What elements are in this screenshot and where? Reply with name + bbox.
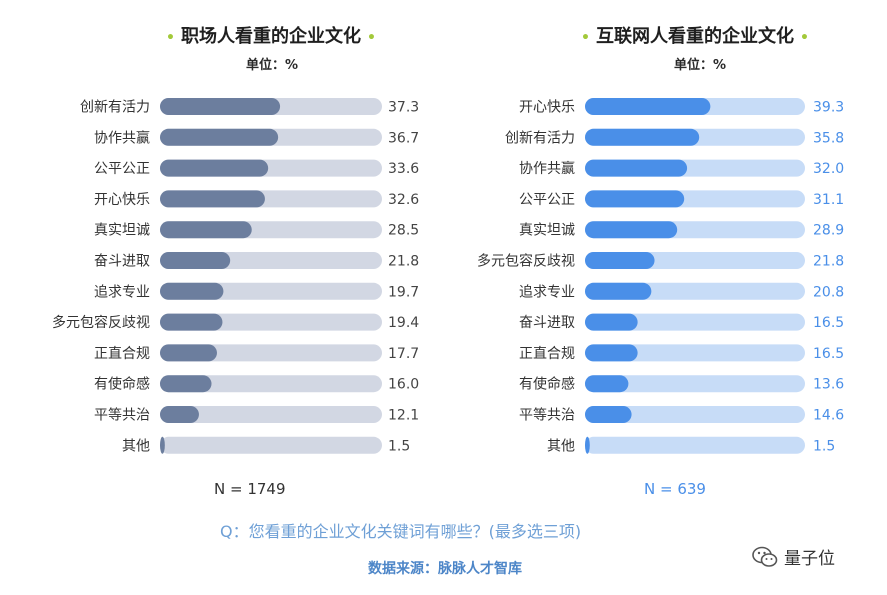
category-label: 开心快乐 <box>519 100 575 116</box>
bar-track <box>585 436 805 454</box>
value-label: 39.3 <box>813 100 844 116</box>
bar-track <box>160 375 382 393</box>
bar <box>160 128 279 146</box>
value-label: 37.3 <box>388 100 419 116</box>
value-label: 32.0 <box>813 161 844 177</box>
bar <box>585 375 629 393</box>
category-label: 其他 <box>547 438 575 454</box>
value-label: 1.5 <box>388 438 410 454</box>
left-bar-chart: 创新有活力 37.3 协作共赢 36.7 公平公正 33.6 开心快乐 32.6 真实坦诚 28.… <box>52 98 419 454</box>
brand-name: 量子位 <box>784 549 835 569</box>
bar <box>160 159 269 177</box>
title-dot-icon: • <box>166 30 175 46</box>
category-label: 有使命感 <box>519 376 575 393</box>
value-label: 36.7 <box>388 130 419 146</box>
bar <box>585 128 700 146</box>
bar <box>585 436 590 454</box>
value-label: 32.6 <box>388 192 419 208</box>
bar <box>160 252 231 269</box>
value-label: 19.7 <box>388 284 419 300</box>
category-label: 多元包容反歧视 <box>52 314 150 331</box>
category-label: 奋斗进取 <box>519 315 575 331</box>
bar <box>585 313 638 331</box>
value-label: 17.7 <box>388 346 419 362</box>
category-label: 平等共治 <box>94 407 150 424</box>
bar <box>160 375 212 393</box>
bar <box>585 344 638 362</box>
category-label: 正直合规 <box>519 345 575 362</box>
value-label: 14.6 <box>813 408 844 424</box>
category-label: 追求专业 <box>94 284 150 300</box>
category-label: 追求专业 <box>519 284 575 300</box>
value-label: 28.5 <box>388 223 419 239</box>
value-label: 1.5 <box>813 438 835 454</box>
bar-track <box>160 436 382 454</box>
value-label: 21.8 <box>388 254 419 270</box>
value-label: 16.5 <box>813 315 844 331</box>
category-label: 奋斗进取 <box>94 254 150 270</box>
category-label: 公平公正 <box>94 161 150 177</box>
value-label: 19.4 <box>388 315 419 331</box>
bar <box>585 190 685 208</box>
bar-track <box>585 406 805 423</box>
left-sample-size: N = 1749 <box>214 480 286 498</box>
category-label: 有使命感 <box>94 376 150 393</box>
category-label: 公平公正 <box>519 192 575 208</box>
bar <box>160 344 217 362</box>
data-source: 数据来源：脉脉人才智库 <box>368 561 522 577</box>
value-label: 12.1 <box>388 408 419 424</box>
bar <box>585 98 711 115</box>
value-label: 31.1 <box>813 192 844 208</box>
category-label: 真实坦诚 <box>519 223 575 239</box>
category-label: 多元包容反歧视 <box>477 253 575 270</box>
value-label: 16.0 <box>388 377 419 393</box>
category-label: 协作共赢 <box>519 160 575 177</box>
value-label: 28.9 <box>813 223 844 239</box>
category-label: 平等共治 <box>519 407 575 424</box>
bar <box>160 190 265 208</box>
value-label: 16.5 <box>813 346 844 362</box>
value-label: 35.8 <box>813 130 844 146</box>
brand-watermark: 量子位 <box>752 544 835 569</box>
category-label: 其他 <box>122 438 150 454</box>
left-unit-label: 单位：% <box>246 58 299 73</box>
bar <box>160 406 199 423</box>
bar-track <box>160 406 382 423</box>
value-label: 21.8 <box>813 254 844 270</box>
value-label: 33.6 <box>388 161 419 177</box>
category-label: 真实坦诚 <box>94 223 150 239</box>
bar-track <box>585 375 805 393</box>
left-chart-title-text: 职场人看重的企业文化 <box>180 26 361 47</box>
bar <box>160 282 224 300</box>
left-chart-title: • 职场人看重的企业文化 • <box>160 22 382 48</box>
category-label: 创新有活力 <box>80 100 150 116</box>
value-label: 13.6 <box>813 377 844 393</box>
right-chart-title-text: 互联网人看重的企业文化 <box>595 26 794 47</box>
wechat-icon <box>752 546 778 567</box>
title-dot-icon: • <box>799 30 809 46</box>
survey-question: Q：您看重的企业文化关键词有哪些？(最多选三项) <box>220 522 582 541</box>
category-label: 开心快乐 <box>94 192 150 208</box>
bar-track <box>585 313 805 331</box>
category-label: 正直合规 <box>94 345 150 362</box>
right-unit-label: 单位：% <box>674 58 727 73</box>
title-dot-icon: • <box>366 30 376 46</box>
bar <box>585 221 678 239</box>
bar <box>160 313 223 331</box>
title-dot-icon: • <box>581 30 590 46</box>
right-chart-title: • 互联网人看重的企业文化 • <box>575 22 815 48</box>
value-label: 20.8 <box>813 284 844 300</box>
bar <box>585 252 655 269</box>
bar <box>160 98 281 115</box>
bar <box>585 282 652 300</box>
bar <box>585 406 632 423</box>
bar-track <box>585 344 805 362</box>
right-bar-chart: 开心快乐 39.3 创新有活力 35.8 协作共赢 32.0 公平公正 31.1 真实坦诚 28.… <box>477 98 844 454</box>
bar <box>160 221 252 239</box>
category-label: 协作共赢 <box>94 129 150 146</box>
bar <box>585 159 688 177</box>
right-sample-size: N = 639 <box>644 480 706 498</box>
bar <box>160 436 165 454</box>
category-label: 创新有活力 <box>505 130 575 146</box>
